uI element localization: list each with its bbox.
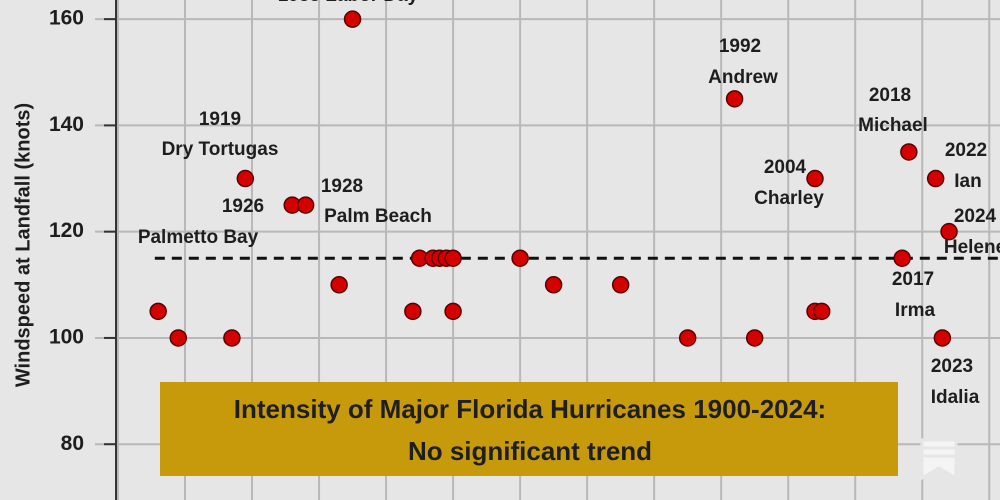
chart-subtitle: No significant trend (408, 436, 652, 466)
chart-title: Intensity of Major Florida Hurricanes 19… (234, 394, 826, 424)
point (893, 249, 911, 267)
y-tick-label: 120 (49, 219, 84, 242)
annotation: Andrew (708, 67, 778, 88)
point (745, 329, 764, 347)
point (343, 10, 362, 28)
title-box (160, 382, 898, 476)
annotation: Palm Beach (324, 206, 432, 227)
y-tick-label: 140 (49, 113, 84, 136)
bookmark-icon (920, 438, 958, 481)
point (544, 276, 563, 294)
point (926, 169, 945, 188)
annotation: 2018 (869, 85, 911, 106)
annotation: Irma (895, 300, 936, 321)
point (933, 329, 952, 347)
y-tick-label: 80 (61, 432, 84, 455)
point (611, 276, 630, 294)
point (900, 143, 918, 161)
annotation: Idalia (931, 387, 980, 408)
annotation: 1919 (199, 109, 241, 130)
point (236, 169, 255, 188)
point (725, 90, 744, 108)
annotation: 1926 (222, 196, 264, 217)
point (940, 222, 958, 241)
annotation: 2004 (764, 157, 807, 178)
annotation: Palmetto Bay (138, 227, 259, 248)
point (169, 329, 188, 347)
y-tick-label: 100 (49, 325, 84, 348)
annotation: 2017 (892, 269, 934, 290)
annotation: 2024 (954, 206, 997, 227)
annotation: 2022 (945, 140, 987, 161)
point (330, 276, 348, 294)
y-axis-label: Windspeed at Landfall (knots) (12, 103, 34, 387)
annotation: 2023 (931, 356, 973, 377)
annotation: Helene (944, 237, 1000, 258)
point (223, 329, 241, 347)
annotation: 1935 Labor Day (278, 0, 419, 6)
point (149, 302, 167, 321)
point (812, 302, 831, 321)
point (511, 249, 529, 267)
annotation: Dry Tortugas (162, 139, 279, 160)
annotation: Michael (858, 115, 928, 136)
point (296, 196, 315, 214)
y-tick-label: 160 (49, 7, 84, 30)
point (444, 249, 462, 267)
annotation: 1992 (719, 36, 761, 57)
annotation: Ian (954, 171, 981, 192)
annotation: Charley (754, 188, 824, 209)
annotation: 1928 (321, 176, 363, 197)
point (404, 302, 422, 321)
point (678, 329, 697, 347)
point (444, 302, 462, 321)
point (806, 169, 824, 188)
